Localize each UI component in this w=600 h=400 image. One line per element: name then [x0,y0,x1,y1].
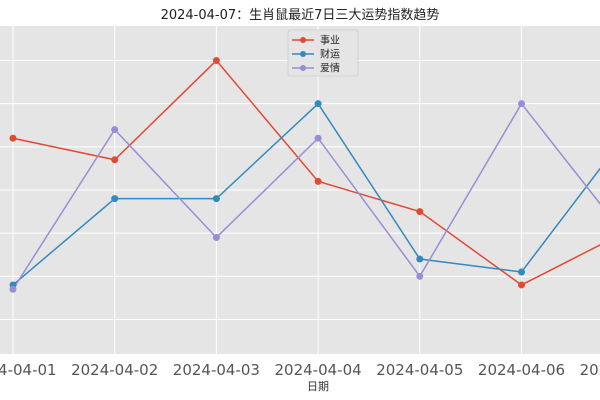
data-point [212,57,220,65]
legend-label: 事业 [320,34,340,47]
data-point [518,100,525,108]
data-point [518,281,525,289]
legend-marker [300,65,306,71]
x-tick-label: 2024-04-06 [478,361,565,379]
data-point [314,100,322,108]
data-point [416,255,424,263]
x-tick-label: 2024-04-05 [376,361,463,379]
series-points [9,57,525,293]
legend-marker [300,37,306,43]
x-tick-label: 2024-04-04 [275,361,362,379]
data-point [416,272,424,280]
data-point [212,195,220,203]
x-tick-label: 2024-04-02 [71,361,158,379]
x-tick-label: 2024-04-03 [173,361,260,379]
x-tick-label: 2024-04-07 [580,361,600,379]
chart-title: 2024-04-07：生肖鼠最近7日三大运势指数趋势 [161,7,440,23]
data-point [314,177,322,185]
legend-label: 财运 [320,48,340,61]
x-axis-label: 日期 [307,380,329,393]
data-point [314,134,322,142]
legend-marker [300,51,306,57]
grid [0,26,600,354]
legend-label: 爱情 [320,62,340,75]
data-point [111,126,119,134]
data-point [111,156,119,164]
data-point [111,195,119,203]
data-point [9,134,17,142]
data-point [518,268,525,276]
data-point [9,285,17,293]
x-tick-labels: 2024-04-01 2024-04-02 2024-04-03 2024-04-04… [0,361,600,379]
x-tick-label: 2024-04-01 [0,361,57,379]
data-point [416,208,424,216]
data-point [212,233,220,241]
